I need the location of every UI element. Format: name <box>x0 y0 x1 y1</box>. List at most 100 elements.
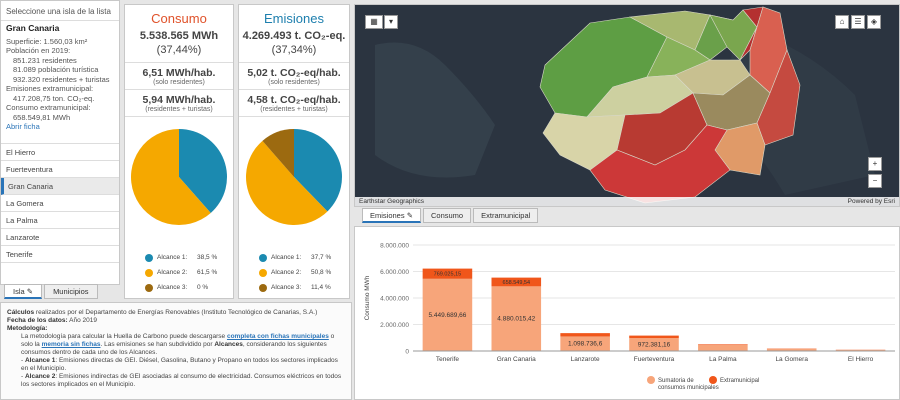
home-icon[interactable]: ⌂ <box>835 15 849 29</box>
consumo-total: 5.538.565 MWh <box>139 30 219 42</box>
x-tick-label: Gran Canaria <box>497 356 536 363</box>
bar-label-municipal: 1.098.736,6 <box>568 341 603 348</box>
layer-list-icon[interactable]: ▦ <box>365 15 383 29</box>
pencil-icon: ✎ <box>26 287 34 296</box>
y-tick-label: 8.000.000 <box>380 243 409 250</box>
consumo-per-resident-sub: (solo residentes) <box>125 79 233 90</box>
map-panel[interactable]: ▦ ▾ ⌂ ☰ ◈ + − Earthstar Geographics Powe… <box>354 4 900 207</box>
island-item-lanzarote[interactable]: Lanzarote <box>1 229 119 246</box>
download-summary-link[interactable]: memoria sin fichas <box>41 341 101 348</box>
zoom-in-button[interactable]: + <box>868 157 882 171</box>
bar-extramunicipal-4[interactable] <box>698 344 748 346</box>
island-info-line: 417.208,75 ton. CO₂-eq. <box>13 93 95 103</box>
legend-dot <box>259 253 267 262</box>
island-item-tenerife[interactable]: Tenerife <box>1 246 119 263</box>
method-text-a: La metodología para calcular la Huella d… <box>21 333 227 340</box>
tab-isla[interactable]: Isla ✎ <box>4 284 43 299</box>
bar-municipal-6[interactable] <box>835 349 886 351</box>
legend-row: Alcance 3: 11,4 % <box>259 280 331 295</box>
bar-label-extramunicipal: 658.549,54 <box>503 280 531 286</box>
layers-icon[interactable]: ◈ <box>867 15 881 29</box>
island-info-line: Emisiones extramunicipal: <box>6 84 94 93</box>
legend-row: Alcance 1: 37,7 % <box>259 250 331 265</box>
bar-municipal-1[interactable] <box>491 286 542 351</box>
legend-label-municipal: Sumatoria de consumos municipales <box>658 378 719 391</box>
bar-extramunicipal-2[interactable] <box>560 333 610 337</box>
bar-label-municipal: 972.381,16 <box>638 342 671 349</box>
tab-emisiones[interactable]: Emisiones ✎ <box>362 208 421 223</box>
legend-row: Alcance 2: 61,5 % <box>145 265 217 280</box>
legend-row: Alcance 2: 50,8 % <box>259 265 331 280</box>
powered-by-esri[interactable]: Powered by Esri <box>847 198 895 205</box>
legend-icon[interactable]: ☰ <box>851 15 865 29</box>
emisiones-per-resident-sub: (solo residentes) <box>239 79 349 90</box>
legend-dot <box>145 268 153 277</box>
tab-municipios[interactable]: Municipios <box>44 284 98 299</box>
legend-value: 50,8 % <box>311 269 332 276</box>
legend-dot <box>259 268 267 277</box>
download-full-link[interactable]: completa con fichas municipales <box>226 333 329 340</box>
island-info-line: Consumo extramunicipal: <box>6 103 91 112</box>
zoom-out-button[interactable]: − <box>868 174 882 188</box>
legend-label: Alcance 2: <box>157 269 188 276</box>
bar-municipal-3[interactable] <box>629 338 679 351</box>
legend-label: Alcance 3: <box>157 284 188 291</box>
pie-slice-alcance-1[interactable] <box>294 129 342 212</box>
method-text-b: o solo la <box>21 333 335 348</box>
method-text-d: , considerando los siguientes consumos d… <box>21 341 327 356</box>
island-item-la-palma[interactable]: La Palma <box>1 212 119 229</box>
open-sheet-link[interactable]: Abrir ficha <box>6 122 40 131</box>
alcance2-label: Alcance 2 <box>24 373 56 380</box>
island-panel: Seleccione una isla de la lista Gran Can… <box>0 0 120 285</box>
legend-dot <box>259 283 267 292</box>
bar-extramunicipal-1[interactable] <box>491 277 542 287</box>
consumo-pct: (37,44%) <box>125 44 233 63</box>
legend-value: 61,5 % <box>197 269 218 276</box>
pie-slice-alcance-3[interactable] <box>262 129 294 177</box>
tab-extramunicipal[interactable]: Extramunicipal <box>473 208 539 223</box>
legend-value: 0 % <box>197 284 209 291</box>
legend-dot <box>145 283 153 292</box>
bar-extramunicipal-0[interactable] <box>422 268 473 279</box>
tab-isla-label: Isla <box>13 287 25 296</box>
bar-chart-panel: 8.000.000 6.000.000 4.000.000 2.000.000 0 Con… <box>354 226 900 400</box>
island-item-gran-canaria[interactable]: Gran Canaria <box>1 178 119 195</box>
alcance1-label: Alcance 1 <box>24 357 56 364</box>
alcance1-text: : Emisiones directas de GEI. Diésel, Gas… <box>21 357 338 372</box>
island-item-la-gomera[interactable]: La Gomera <box>1 195 119 212</box>
alcances-label: Alcances <box>214 341 243 348</box>
emisiones-per-all: 4,58 t. CO₂-eq/hab. <box>247 94 341 106</box>
x-tick-label: La Palma <box>709 356 737 363</box>
bar-municipal-2[interactable] <box>560 336 610 351</box>
chart-tabs: Emisiones ✎ Consumo Extramunicipal <box>362 208 540 223</box>
alcance2-text: : Emisiones indirectas de GEI asociadas … <box>21 373 342 388</box>
island-info-line: 851.231 residentes <box>13 55 77 65</box>
emisiones-pie-chart <box>245 129 342 226</box>
tab-consumo[interactable]: Consumo <box>423 208 472 223</box>
bar-municipal-0[interactable] <box>422 278 473 351</box>
municipality-las-palmas[interactable] <box>739 6 764 61</box>
bar-municipal-4[interactable] <box>698 345 748 351</box>
emisiones-legend: Alcance 1: 37,7 % Alcance 2: 50,8 % Alcance … <box>259 250 331 295</box>
consumo-title: Consumo <box>151 11 207 26</box>
tab-emisiones-label: Emisiones <box>370 211 405 220</box>
island-info: Gran Canaria Superficie: 1.560,03 km² Pob… <box>1 21 119 143</box>
bar-chart: 8.000.000 6.000.000 4.000.000 2.000.000 0 Con… <box>364 243 895 391</box>
emisiones-title: Emisiones <box>264 11 324 26</box>
island-item-el-hierro[interactable]: El Hierro <box>1 144 119 161</box>
pie-slice-alcance-2[interactable] <box>131 129 211 225</box>
bar-municipal-5[interactable] <box>766 348 817 351</box>
island-info-lines: Superficie: 1.560,03 km² Población en 201… <box>6 37 114 123</box>
chevron-down-icon[interactable]: ▾ <box>384 15 398 29</box>
island-map[interactable] <box>355 5 900 207</box>
legend-label: Alcance 1: <box>271 254 302 261</box>
calc-label: Cálculos <box>7 309 35 316</box>
consumo-pie-chart <box>131 129 227 225</box>
bar-label-municipal: 5.449.689,66 <box>428 312 466 319</box>
legend-label: Alcance 3: <box>271 284 302 291</box>
pie-slice-alcance-1[interactable] <box>179 129 227 214</box>
date-label: Fecha de los datos: <box>7 317 68 324</box>
island-item-fuerteventura[interactable]: Fuerteventura <box>1 161 119 178</box>
bar-extramunicipal-3[interactable] <box>629 335 679 339</box>
pie-slice-alcance-2[interactable] <box>245 140 328 226</box>
